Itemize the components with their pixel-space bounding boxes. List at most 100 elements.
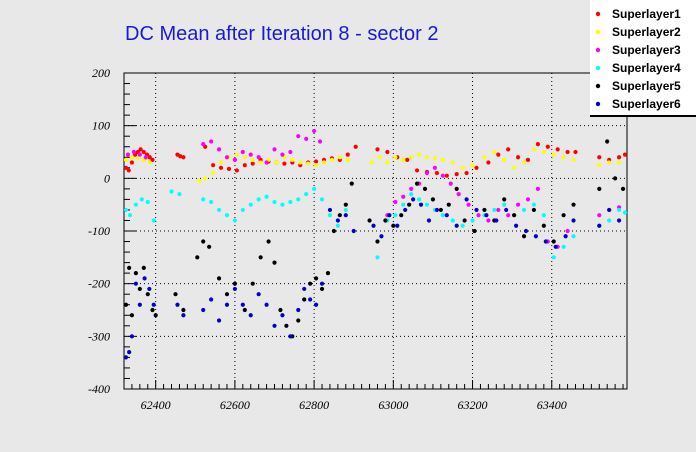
- data-point: [327, 213, 333, 218]
- data-point: [258, 160, 263, 165]
- data-point: [240, 207, 245, 213]
- data-point: [597, 155, 602, 160]
- data-point: [541, 149, 546, 155]
- data-point: [304, 136, 309, 141]
- data-point: [308, 297, 313, 302]
- series-superlayer4: [123, 186, 628, 260]
- data-point: [446, 202, 451, 207]
- legend-marker: [595, 11, 601, 17]
- data-point: [460, 165, 465, 170]
- data-point: [317, 139, 323, 144]
- data-point: [369, 160, 374, 165]
- data-point: [232, 281, 237, 286]
- data-point: [512, 213, 517, 218]
- data-point: [177, 192, 182, 197]
- data-point: [616, 207, 622, 213]
- data-point: [203, 176, 208, 181]
- series-superlayer6: [123, 197, 622, 360]
- y-tick-label: -300: [88, 329, 110, 343]
- data-point: [242, 163, 247, 168]
- data-point: [224, 213, 230, 218]
- data-point: [460, 223, 465, 228]
- data-point: [523, 228, 529, 234]
- data-point: [211, 163, 216, 168]
- data-point: [375, 239, 380, 244]
- data-point: [201, 197, 206, 202]
- data-point: [496, 207, 501, 213]
- data-point: [551, 152, 556, 157]
- data-point: [240, 302, 245, 307]
- data-point: [521, 234, 527, 239]
- data-point: [145, 199, 150, 205]
- data-point: [607, 218, 612, 223]
- data-point: [482, 207, 487, 213]
- data-point: [434, 207, 439, 213]
- data-point: [123, 302, 129, 307]
- data-point: [551, 255, 556, 260]
- data-point: [616, 160, 622, 165]
- y-tick-label: -400: [88, 382, 110, 396]
- data-point: [224, 155, 230, 160]
- data-point: [385, 160, 390, 165]
- data-point: [325, 271, 331, 276]
- plot-area: [123, 72, 628, 390]
- data-point: [127, 213, 133, 218]
- data-point: [502, 197, 507, 202]
- data-point: [224, 292, 230, 297]
- data-point: [422, 186, 428, 191]
- data-point: [531, 207, 537, 213]
- data-point: [414, 181, 420, 186]
- legend-label: Superlayer5: [612, 79, 681, 93]
- data-point: [426, 218, 432, 223]
- data-point: [622, 152, 628, 157]
- data-point: [218, 165, 224, 170]
- data-point: [137, 302, 142, 307]
- data-point: [178, 154, 183, 159]
- data-point: [391, 223, 396, 228]
- data-point: [454, 186, 459, 191]
- data-point: [306, 161, 311, 166]
- data-point: [613, 176, 618, 181]
- data-point: [531, 147, 537, 152]
- data-point: [256, 155, 261, 160]
- data-point: [142, 276, 147, 281]
- data-point: [512, 165, 517, 170]
- data-point: [484, 213, 489, 218]
- data-point: [123, 157, 129, 162]
- data-point: [256, 197, 261, 202]
- data-point: [385, 149, 390, 155]
- data-point: [248, 202, 253, 207]
- data-point: [494, 218, 499, 223]
- data-point: [256, 292, 261, 297]
- data-point: [250, 157, 255, 162]
- data-point: [308, 281, 313, 286]
- data-point: [411, 197, 416, 202]
- data-point: [131, 149, 137, 155]
- legend-label: Superlayer1: [612, 7, 681, 21]
- data-point: [288, 334, 293, 339]
- data-point: [195, 255, 200, 260]
- x-tick-label: 63400: [537, 398, 567, 412]
- data-point: [407, 202, 412, 207]
- data-point: [440, 157, 445, 162]
- x-tick-label: 63000: [378, 398, 408, 412]
- data-point: [248, 313, 253, 318]
- data-point: [401, 157, 406, 162]
- data-point: [150, 307, 155, 313]
- data-point: [375, 255, 380, 260]
- data-point: [474, 165, 479, 170]
- data-point: [209, 199, 214, 205]
- data-point: [349, 181, 354, 186]
- data-point: [133, 202, 138, 207]
- y-tick-label: 200: [92, 66, 110, 80]
- legend-marker: [595, 47, 601, 53]
- data-point: [482, 155, 487, 160]
- data-point: [226, 166, 232, 171]
- data-point: [298, 160, 303, 165]
- data-point: [147, 286, 152, 292]
- data-point: [125, 152, 131, 157]
- data-point: [565, 149, 570, 155]
- data-point: [377, 155, 382, 160]
- x-tick-label: 62800: [299, 398, 329, 412]
- data-point: [525, 157, 531, 162]
